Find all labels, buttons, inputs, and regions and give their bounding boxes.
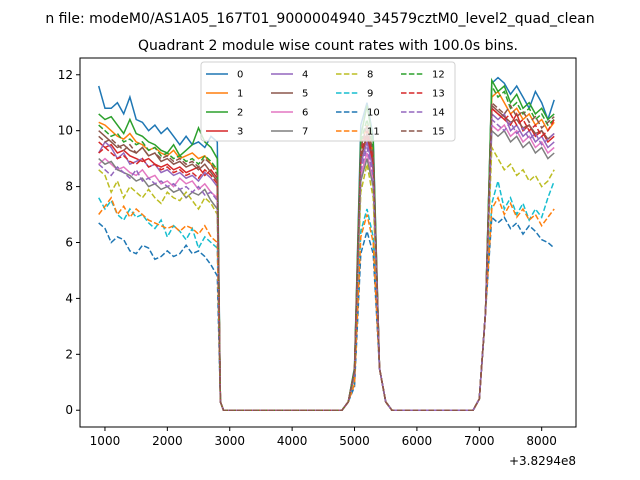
legend-label-8: 8	[367, 70, 373, 81]
legend-label-0: 0	[237, 70, 243, 81]
legend-box	[200, 61, 456, 142]
legend-label-10: 10	[367, 108, 380, 119]
x-tick-label: 6000	[402, 434, 433, 448]
series-line-5	[98, 103, 555, 411]
series-line-8	[98, 144, 555, 411]
series-line-14	[98, 117, 555, 411]
x-tick-label: 4000	[277, 434, 308, 448]
y-tick-label: 8	[65, 180, 73, 194]
legend-label-3: 3	[237, 127, 243, 138]
y-tick-label: 6	[65, 236, 73, 250]
legend-label-14: 14	[432, 108, 445, 119]
x-axis: 1000 2000 3000 4000 5000 6000 7000 8000	[90, 427, 557, 448]
series-line-7	[98, 129, 555, 411]
series-line-15	[98, 101, 555, 411]
x-tick-label: 7000	[464, 434, 495, 448]
legend-label-1: 1	[237, 89, 243, 100]
series-line-11	[98, 196, 555, 411]
legend-label-9: 9	[367, 89, 373, 100]
legend-label-7: 7	[302, 127, 308, 138]
legend-label-4: 4	[302, 70, 308, 81]
x-tick-label: 3000	[214, 434, 245, 448]
legend-label-2: 2	[237, 108, 243, 119]
figure-suptitle: n file: modeM0/AS1A05_167T01_9000004940_…	[45, 11, 594, 27]
y-tick-label: 10	[58, 124, 73, 138]
series-lines	[97, 76, 555, 411]
legend-label-11: 11	[367, 127, 380, 138]
legend-label-12: 12	[432, 70, 445, 81]
x-tick-label: 1000	[90, 434, 121, 448]
legend-label-5: 5	[302, 89, 308, 100]
y-tick-label: 2	[65, 347, 73, 361]
y-tick-label: 12	[58, 68, 73, 82]
legend-label-13: 13	[432, 89, 445, 100]
y-tick-label: 4	[65, 291, 73, 305]
x-offset-label: +3.8294e8	[509, 454, 576, 468]
chart-title: Quadrant 2 module wise count rates with …	[138, 38, 518, 54]
legend-label-15: 15	[432, 127, 445, 138]
y-axis: 0 2 4 6 8 10 12	[58, 68, 80, 417]
x-tick-label: 5000	[339, 434, 370, 448]
x-tick-label: 8000	[526, 434, 557, 448]
x-tick-label: 2000	[152, 434, 183, 448]
legend-label-6: 6	[302, 108, 308, 119]
y-tick-label: 0	[65, 403, 73, 417]
